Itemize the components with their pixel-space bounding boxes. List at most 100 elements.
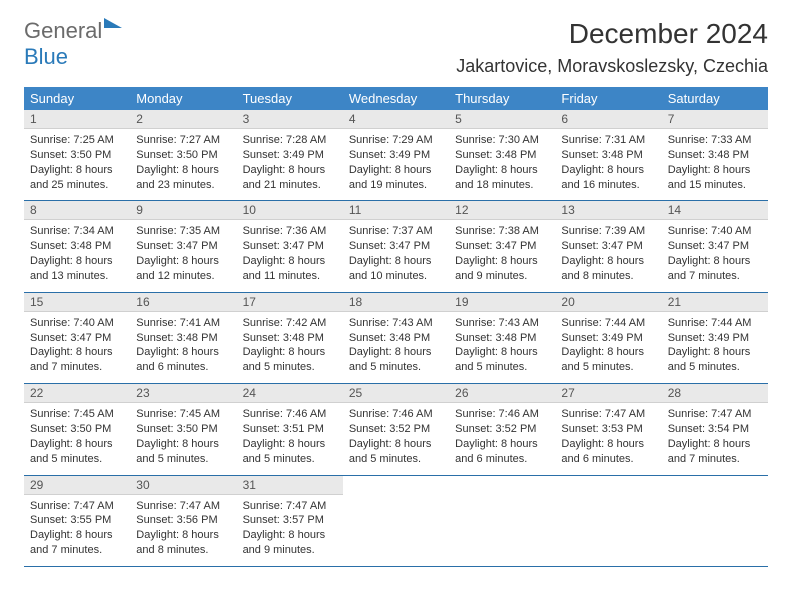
day-number: 28 — [662, 384, 768, 403]
day-number: 25 — [343, 384, 449, 403]
day-header-sunday: Sunday — [24, 87, 130, 110]
day-header-wednesday: Wednesday — [343, 87, 449, 110]
day-number: 4 — [343, 110, 449, 129]
day-header-tuesday: Tuesday — [237, 87, 343, 110]
day-number: 10 — [237, 201, 343, 220]
day-number: 18 — [343, 293, 449, 312]
calendar-cell: 20Sunrise: 7:44 AMSunset: 3:49 PMDayligh… — [555, 293, 661, 384]
calendar-cell: 28Sunrise: 7:47 AMSunset: 3:54 PMDayligh… — [662, 384, 768, 475]
title-block: December 2024 Jakartovice, Moravskoslezs… — [456, 18, 768, 77]
day-number: 6 — [555, 110, 661, 129]
day-body: Sunrise: 7:45 AMSunset: 3:50 PMDaylight:… — [24, 403, 130, 474]
day-number: 27 — [555, 384, 661, 403]
calendar-cell: 17Sunrise: 7:42 AMSunset: 3:48 PMDayligh… — [237, 293, 343, 384]
calendar-cell: 10Sunrise: 7:36 AMSunset: 3:47 PMDayligh… — [237, 201, 343, 292]
calendar-cell: 3Sunrise: 7:28 AMSunset: 3:49 PMDaylight… — [237, 110, 343, 201]
calendar-cell: 13Sunrise: 7:39 AMSunset: 3:47 PMDayligh… — [555, 201, 661, 292]
brand-logo: General Blue — [24, 18, 122, 70]
calendar-cell: .. — [449, 476, 555, 567]
day-number: 22 — [24, 384, 130, 403]
day-body: Sunrise: 7:47 AMSunset: 3:57 PMDaylight:… — [237, 495, 343, 566]
brand-sub: Blue — [24, 44, 68, 69]
day-number: 31 — [237, 476, 343, 495]
calendar-cell: 18Sunrise: 7:43 AMSunset: 3:48 PMDayligh… — [343, 293, 449, 384]
day-number: 7 — [662, 110, 768, 129]
day-body: Sunrise: 7:45 AMSunset: 3:50 PMDaylight:… — [130, 403, 236, 474]
day-body: Sunrise: 7:46 AMSunset: 3:52 PMDaylight:… — [343, 403, 449, 474]
day-header-thursday: Thursday — [449, 87, 555, 110]
day-body: Sunrise: 7:39 AMSunset: 3:47 PMDaylight:… — [555, 220, 661, 291]
calendar-cell: 31Sunrise: 7:47 AMSunset: 3:57 PMDayligh… — [237, 476, 343, 567]
day-body: Sunrise: 7:40 AMSunset: 3:47 PMDaylight:… — [24, 312, 130, 383]
day-number: 13 — [555, 201, 661, 220]
day-body: Sunrise: 7:25 AMSunset: 3:50 PMDaylight:… — [24, 129, 130, 200]
calendar-cell: 19Sunrise: 7:43 AMSunset: 3:48 PMDayligh… — [449, 293, 555, 384]
day-number: 1 — [24, 110, 130, 129]
day-body: Sunrise: 7:42 AMSunset: 3:48 PMDaylight:… — [237, 312, 343, 383]
day-header-friday: Friday — [555, 87, 661, 110]
day-header-row: Sunday Monday Tuesday Wednesday Thursday… — [24, 87, 768, 110]
day-number: 24 — [237, 384, 343, 403]
day-number: 21 — [662, 293, 768, 312]
day-body: Sunrise: 7:47 AMSunset: 3:53 PMDaylight:… — [555, 403, 661, 474]
calendar-cell: 2Sunrise: 7:27 AMSunset: 3:50 PMDaylight… — [130, 110, 236, 201]
day-number: 30 — [130, 476, 236, 495]
calendar-cell: .. — [555, 476, 661, 567]
calendar-cell: 9Sunrise: 7:35 AMSunset: 3:47 PMDaylight… — [130, 201, 236, 292]
day-number: 9 — [130, 201, 236, 220]
day-number: 5 — [449, 110, 555, 129]
day-number: 11 — [343, 201, 449, 220]
calendar-week: 22Sunrise: 7:45 AMSunset: 3:50 PMDayligh… — [24, 384, 768, 475]
day-body: Sunrise: 7:28 AMSunset: 3:49 PMDaylight:… — [237, 129, 343, 200]
day-body: Sunrise: 7:46 AMSunset: 3:52 PMDaylight:… — [449, 403, 555, 474]
calendar-cell: 6Sunrise: 7:31 AMSunset: 3:48 PMDaylight… — [555, 110, 661, 201]
calendar-cell: .. — [343, 476, 449, 567]
day-body: Sunrise: 7:44 AMSunset: 3:49 PMDaylight:… — [555, 312, 661, 383]
day-number: 26 — [449, 384, 555, 403]
calendar-cell: 14Sunrise: 7:40 AMSunset: 3:47 PMDayligh… — [662, 201, 768, 292]
day-body: Sunrise: 7:44 AMSunset: 3:49 PMDaylight:… — [662, 312, 768, 383]
day-number: 23 — [130, 384, 236, 403]
calendar-cell: 1Sunrise: 7:25 AMSunset: 3:50 PMDaylight… — [24, 110, 130, 201]
calendar-cell: 27Sunrise: 7:47 AMSunset: 3:53 PMDayligh… — [555, 384, 661, 475]
calendar-cell: 23Sunrise: 7:45 AMSunset: 3:50 PMDayligh… — [130, 384, 236, 475]
day-number: 15 — [24, 293, 130, 312]
calendar-cell: 8Sunrise: 7:34 AMSunset: 3:48 PMDaylight… — [24, 201, 130, 292]
calendar: Sunday Monday Tuesday Wednesday Thursday… — [24, 87, 768, 567]
calendar-cell: .. — [662, 476, 768, 567]
month-title: December 2024 — [456, 18, 768, 50]
calendar-cell: 29Sunrise: 7:47 AMSunset: 3:55 PMDayligh… — [24, 476, 130, 567]
calendar-cell: 26Sunrise: 7:46 AMSunset: 3:52 PMDayligh… — [449, 384, 555, 475]
day-body: Sunrise: 7:34 AMSunset: 3:48 PMDaylight:… — [24, 220, 130, 291]
day-header-monday: Monday — [130, 87, 236, 110]
day-number: 8 — [24, 201, 130, 220]
calendar-week: 8Sunrise: 7:34 AMSunset: 3:48 PMDaylight… — [24, 201, 768, 292]
day-header-saturday: Saturday — [662, 87, 768, 110]
header: General Blue December 2024 Jakartovice, … — [24, 18, 768, 77]
day-body: Sunrise: 7:47 AMSunset: 3:55 PMDaylight:… — [24, 495, 130, 566]
calendar-cell: 16Sunrise: 7:41 AMSunset: 3:48 PMDayligh… — [130, 293, 236, 384]
calendar-week: 1Sunrise: 7:25 AMSunset: 3:50 PMDaylight… — [24, 110, 768, 201]
day-body: Sunrise: 7:41 AMSunset: 3:48 PMDaylight:… — [130, 312, 236, 383]
brand-main: General — [24, 18, 102, 43]
day-body: Sunrise: 7:47 AMSunset: 3:56 PMDaylight:… — [130, 495, 236, 566]
day-body: Sunrise: 7:30 AMSunset: 3:48 PMDaylight:… — [449, 129, 555, 200]
calendar-cell: 12Sunrise: 7:38 AMSunset: 3:47 PMDayligh… — [449, 201, 555, 292]
day-number: 14 — [662, 201, 768, 220]
day-body: Sunrise: 7:29 AMSunset: 3:49 PMDaylight:… — [343, 129, 449, 200]
calendar-cell: 30Sunrise: 7:47 AMSunset: 3:56 PMDayligh… — [130, 476, 236, 567]
day-body: Sunrise: 7:43 AMSunset: 3:48 PMDaylight:… — [449, 312, 555, 383]
calendar-cell: 24Sunrise: 7:46 AMSunset: 3:51 PMDayligh… — [237, 384, 343, 475]
calendar-cell: 7Sunrise: 7:33 AMSunset: 3:48 PMDaylight… — [662, 110, 768, 201]
calendar-cell: 21Sunrise: 7:44 AMSunset: 3:49 PMDayligh… — [662, 293, 768, 384]
day-number: 29 — [24, 476, 130, 495]
calendar-week: 15Sunrise: 7:40 AMSunset: 3:47 PMDayligh… — [24, 293, 768, 384]
day-number: 20 — [555, 293, 661, 312]
day-body: Sunrise: 7:46 AMSunset: 3:51 PMDaylight:… — [237, 403, 343, 474]
day-body: Sunrise: 7:38 AMSunset: 3:47 PMDaylight:… — [449, 220, 555, 291]
day-number: 16 — [130, 293, 236, 312]
calendar-body: 1Sunrise: 7:25 AMSunset: 3:50 PMDaylight… — [24, 110, 768, 567]
day-body: Sunrise: 7:35 AMSunset: 3:47 PMDaylight:… — [130, 220, 236, 291]
day-body: Sunrise: 7:31 AMSunset: 3:48 PMDaylight:… — [555, 129, 661, 200]
calendar-week: 29Sunrise: 7:47 AMSunset: 3:55 PMDayligh… — [24, 476, 768, 567]
